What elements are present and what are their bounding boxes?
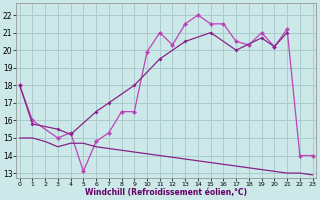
X-axis label: Windchill (Refroidissement éolien,°C): Windchill (Refroidissement éolien,°C) xyxy=(85,188,247,197)
